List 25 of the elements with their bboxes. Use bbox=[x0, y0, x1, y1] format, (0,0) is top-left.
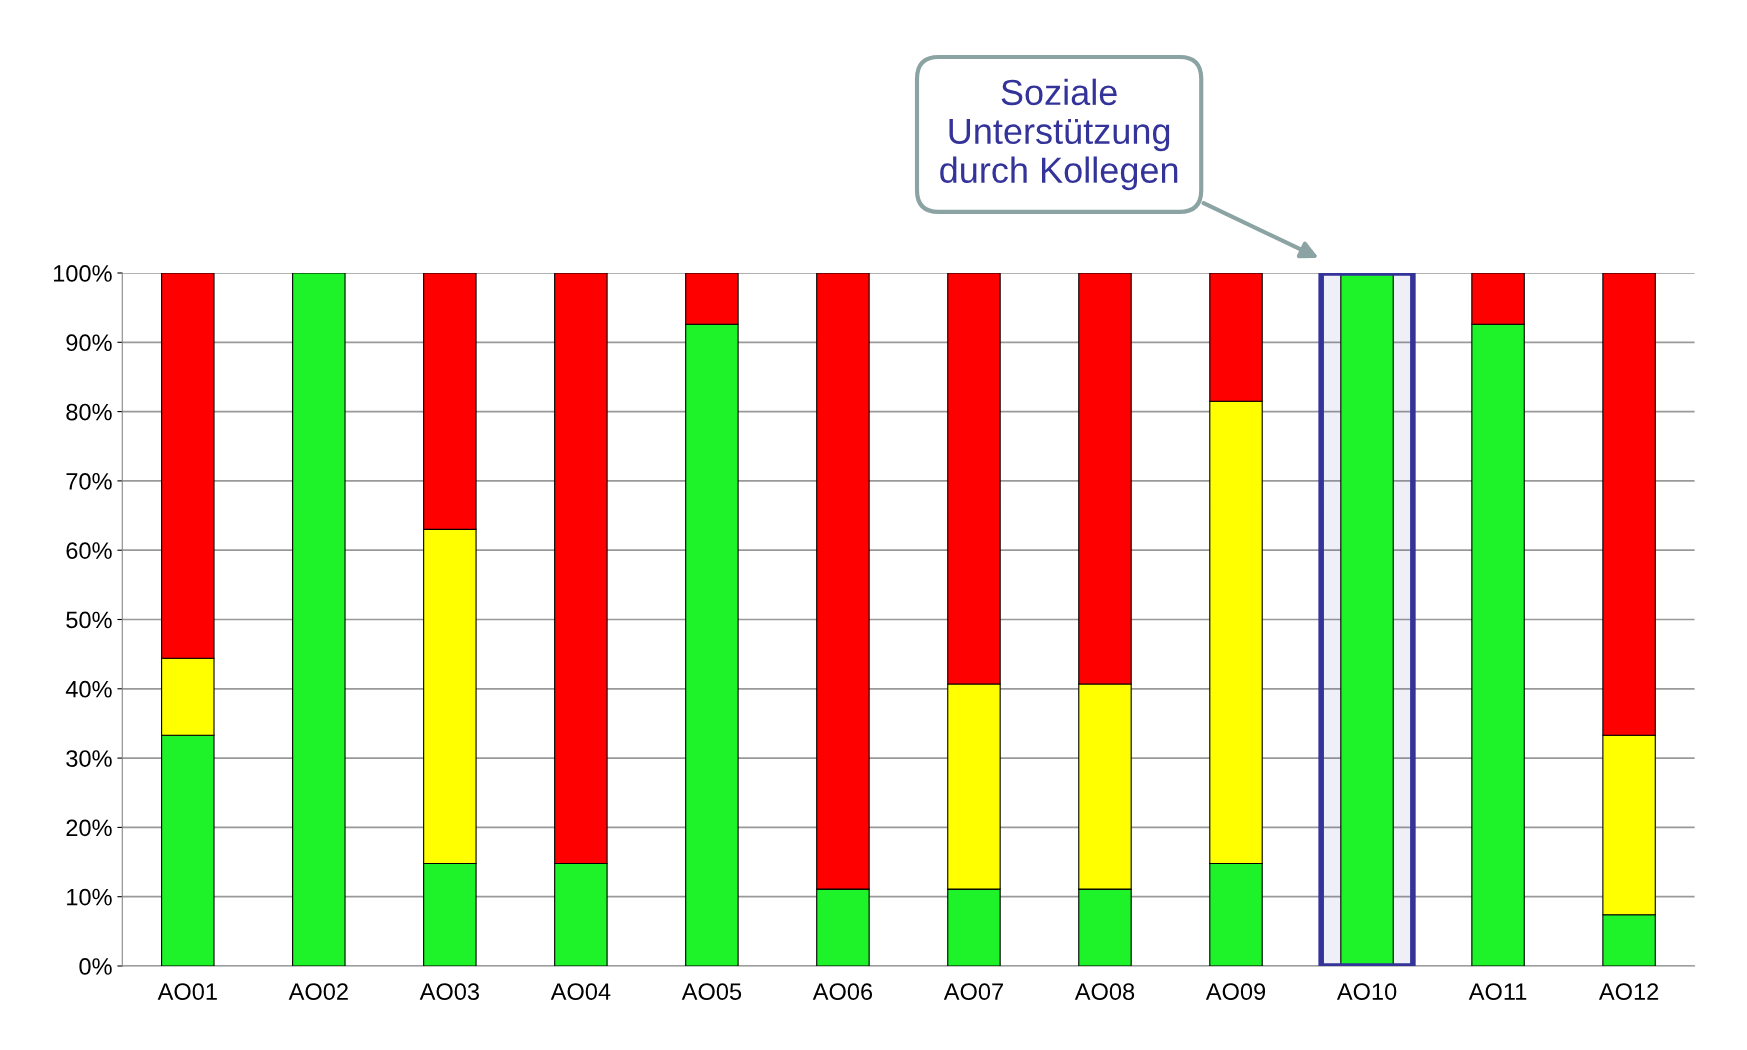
x-tick-label: AO08 bbox=[1074, 983, 1135, 1001]
y-tick-label: 20% bbox=[66, 819, 112, 837]
y-tick-label: 10% bbox=[67, 888, 112, 906]
y-tick-label: 90% bbox=[66, 334, 112, 352]
y-tick-label: 50% bbox=[66, 611, 112, 629]
y-tick-label: 40% bbox=[65, 680, 112, 698]
y-tick-label: 60% bbox=[66, 542, 112, 559]
y-tick-label: 80% bbox=[66, 403, 112, 421]
y-tick-label: 0% bbox=[79, 958, 112, 975]
x-tick-label: AO07 bbox=[943, 983, 1003, 1001]
x-tick-label: AO06 bbox=[812, 983, 873, 1001]
y-tick-label: 70% bbox=[66, 472, 112, 490]
x-tick-label: AO12 bbox=[1598, 983, 1659, 1001]
y-tick-label: 30% bbox=[66, 750, 112, 767]
x-tick-label: AO10 bbox=[1336, 983, 1397, 1001]
text: Soziale Unterstützung durch Kollegen bbox=[940, 78, 1178, 191]
x-tick-label: AO04 bbox=[550, 983, 611, 1001]
x-tick-label: AO02 bbox=[288, 983, 348, 1001]
x-tick-label: AO11 bbox=[1468, 983, 1527, 1001]
x-tick-label: AO05 bbox=[681, 983, 742, 1001]
x-tick-label: AO03 bbox=[419, 983, 479, 1001]
x-tick-label: AO01 bbox=[157, 983, 217, 1001]
y-tick-label: 100% bbox=[53, 265, 112, 282]
bar bbox=[292, 273, 346, 966]
x-tick-label: AO09 bbox=[1205, 983, 1266, 1001]
